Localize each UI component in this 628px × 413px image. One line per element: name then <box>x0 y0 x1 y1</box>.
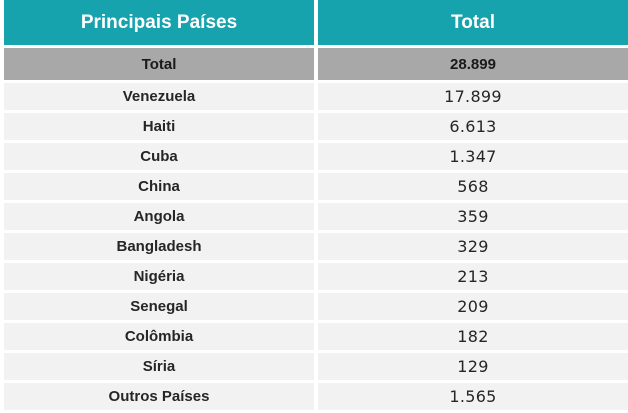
total-label-cell: Total <box>4 48 314 80</box>
total-cell: 213 <box>318 263 628 290</box>
country-cell: Nigéria <box>4 263 314 290</box>
table-row: Síria 129 <box>4 353 628 380</box>
total-cell: 6.613 <box>318 113 628 140</box>
country-cell: Senegal <box>4 293 314 320</box>
total-cell: 1.565 <box>318 383 628 410</box>
country-cell: Haiti <box>4 113 314 140</box>
total-cell: 209 <box>318 293 628 320</box>
country-cell: Angola <box>4 203 314 230</box>
countries-table: Principais Países Total Total 28.899 Ven… <box>4 0 628 413</box>
table-row: Venezuela 17.899 <box>4 83 628 110</box>
total-cell: 359 <box>318 203 628 230</box>
table-row: Haiti 6.613 <box>4 113 628 140</box>
header-country-cell: Principais Países <box>4 0 314 45</box>
table-row: Nigéria 213 <box>4 263 628 290</box>
table-total-row: Total 28.899 <box>4 48 628 80</box>
table-row: China 568 <box>4 173 628 200</box>
country-cell: Cuba <box>4 143 314 170</box>
country-cell: Outros Países <box>4 383 314 410</box>
table-row: Cuba 1.347 <box>4 143 628 170</box>
table-row: Angola 359 <box>4 203 628 230</box>
total-cell: 329 <box>318 233 628 260</box>
total-cell: 568 <box>318 173 628 200</box>
country-cell: Bangladesh <box>4 233 314 260</box>
total-cell: 1.347 <box>318 143 628 170</box>
country-cell: Venezuela <box>4 83 314 110</box>
country-cell: Colômbia <box>4 323 314 350</box>
total-cell: 17.899 <box>318 83 628 110</box>
total-value-cell: 28.899 <box>318 48 628 80</box>
table-row: Senegal 209 <box>4 293 628 320</box>
table-row: Bangladesh 329 <box>4 233 628 260</box>
total-cell: 182 <box>318 323 628 350</box>
total-cell: 129 <box>318 353 628 380</box>
table-header-row: Principais Países Total <box>4 0 628 45</box>
table-row: Outros Países 1.565 <box>4 383 628 410</box>
country-cell: Síria <box>4 353 314 380</box>
country-cell: China <box>4 173 314 200</box>
header-total-cell: Total <box>318 0 628 45</box>
table-row: Colômbia 182 <box>4 323 628 350</box>
